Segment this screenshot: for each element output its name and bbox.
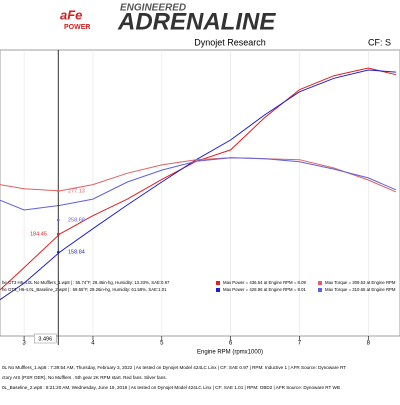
title: ADRENALINE xyxy=(117,8,276,35)
footer-line: 0L_Baseline_2.wp8 : 8:21:20 AM, Wednesda… xyxy=(2,385,340,390)
legend-entry: Max Power = 428.96 at Engine RPM = 8.01 xyxy=(223,287,306,292)
legend-swatch xyxy=(216,281,220,285)
x-tick-label: 5 xyxy=(160,341,164,347)
x-tick-label: 3 xyxy=(22,341,26,347)
legend-swatch xyxy=(216,288,220,292)
tagline: ENGINEERED xyxy=(120,3,186,14)
footer-line: 0L No Mufflers_1.wp8 : 7:39:54 AM, Thurs… xyxy=(2,365,346,370)
footer-line: ctory AIS (PSR OER), No Mufflers , 5th g… xyxy=(2,375,167,380)
annotation-dot xyxy=(56,189,60,193)
legend-swatch xyxy=(318,281,322,285)
cursor-label: 3.496 xyxy=(38,336,52,342)
annotation: 184.45 xyxy=(30,231,47,237)
plot-frame xyxy=(0,49,400,337)
logo-sub: POWER xyxy=(64,24,90,31)
cursor-box xyxy=(33,333,57,344)
run-label: he GT3 H6-4.0L No Mufflers_1.wp8 | : 55.… xyxy=(2,280,170,285)
legend-entry: Max Power = 436.54 at Engine RPM = 8.09 xyxy=(223,280,306,285)
annotation: 258.68 xyxy=(68,217,85,223)
cf: CF: S xyxy=(368,37,391,47)
legend-entry: Max Torque = 310.65 at Engine RPM xyxy=(325,287,396,292)
x-tick-label: 6 xyxy=(229,341,233,347)
x-tick-label: 7 xyxy=(298,341,302,347)
x-tick-label: 8 xyxy=(367,341,371,347)
subtitle: Dynojet Research xyxy=(194,37,266,47)
legend-entry: Max Torque = 309.53 at Engine RPM xyxy=(325,280,396,285)
annotation-dot xyxy=(56,218,60,222)
run-label: he GT3_H6-4.0L_Baseline_2.wp8 | : 69.55°… xyxy=(2,287,167,292)
logo: aFe xyxy=(60,7,82,22)
series-line xyxy=(0,157,397,193)
series-line xyxy=(0,157,397,211)
annotation-dot xyxy=(56,232,60,236)
annotation: 158.84 xyxy=(68,249,85,255)
annotation: 277.13 xyxy=(68,188,85,194)
x-tick-label: 4 xyxy=(91,341,95,347)
annotation-dot xyxy=(56,250,60,254)
x-axis-label: Engine RPM (rpmx1000) xyxy=(197,350,263,356)
legend-swatch xyxy=(318,288,322,292)
